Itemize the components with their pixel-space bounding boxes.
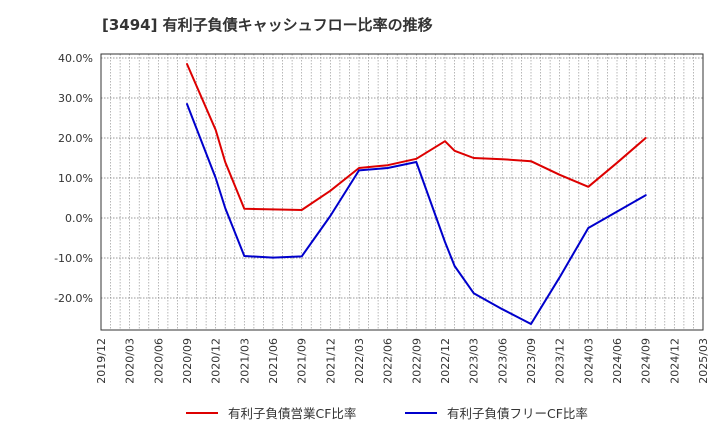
x-tick-label: 2020/03 [124,338,137,384]
legend-label-1: 有利子負債営業CF比率 [228,406,356,421]
y-tick-label: 40.0% [58,52,93,65]
series-line-2 [186,103,647,325]
x-tick-label: 2021/12 [324,338,337,384]
x-tick-label: 2023/09 [525,338,538,384]
y-tick-label: -10.0% [54,252,93,265]
y-tick-label: 30.0% [58,92,93,105]
x-tick-label: 2024/03 [582,338,595,384]
x-tick-label: 2023/06 [496,338,509,384]
series-line-1 [186,63,647,211]
x-axis: 2019/12 2020/03 2020/06 2020/09 2020/12 2021/… [95,338,710,384]
x-tick-label: 2022/06 [382,338,395,384]
legend: 有利子負債営業CF比率 有利子負債フリーCF比率 [186,406,588,421]
plot-grid [100,54,704,330]
x-tick-label: 2021/06 [267,338,280,384]
series-layer [186,63,647,325]
x-tick-label: 2024/09 [640,338,653,384]
x-tick-label: 2025/03 [697,338,710,384]
x-tick-label: 2022/09 [410,338,423,384]
x-tick-label: 2022/03 [353,338,366,384]
y-tick-label: 20.0% [58,132,93,145]
y-tick-label: -20.0% [54,292,93,305]
x-tick-label: 2022/12 [439,338,452,384]
plot-frame [100,53,704,331]
x-tick-label: 2019/12 [95,338,108,384]
y-axis: 40.0% 30.0% 20.0% 10.0% 0.0% -10.0% -20.0% [54,52,93,305]
x-tick-label: 2020/06 [152,338,165,384]
legend-label-2: 有利子負債フリーCF比率 [447,406,588,421]
x-tick-label: 2020/09 [181,338,194,384]
plot-background [101,54,703,330]
x-tick-label: 2020/12 [210,338,223,384]
y-tick-label: 0.0% [65,212,93,225]
x-tick-label: 2021/03 [238,338,251,384]
plot-border [100,53,704,331]
x-tick-label: 2024/12 [668,338,681,384]
x-tick-label: 2023/03 [468,338,481,384]
chart-title: [3494] 有利子負債キャッシュフロー比率の推移 [102,16,433,34]
x-tick-label: 2024/06 [611,338,624,384]
x-tick-label: 2023/12 [554,338,567,384]
y-tick-label: 10.0% [58,172,93,185]
x-tick-label: 2021/09 [296,338,309,384]
